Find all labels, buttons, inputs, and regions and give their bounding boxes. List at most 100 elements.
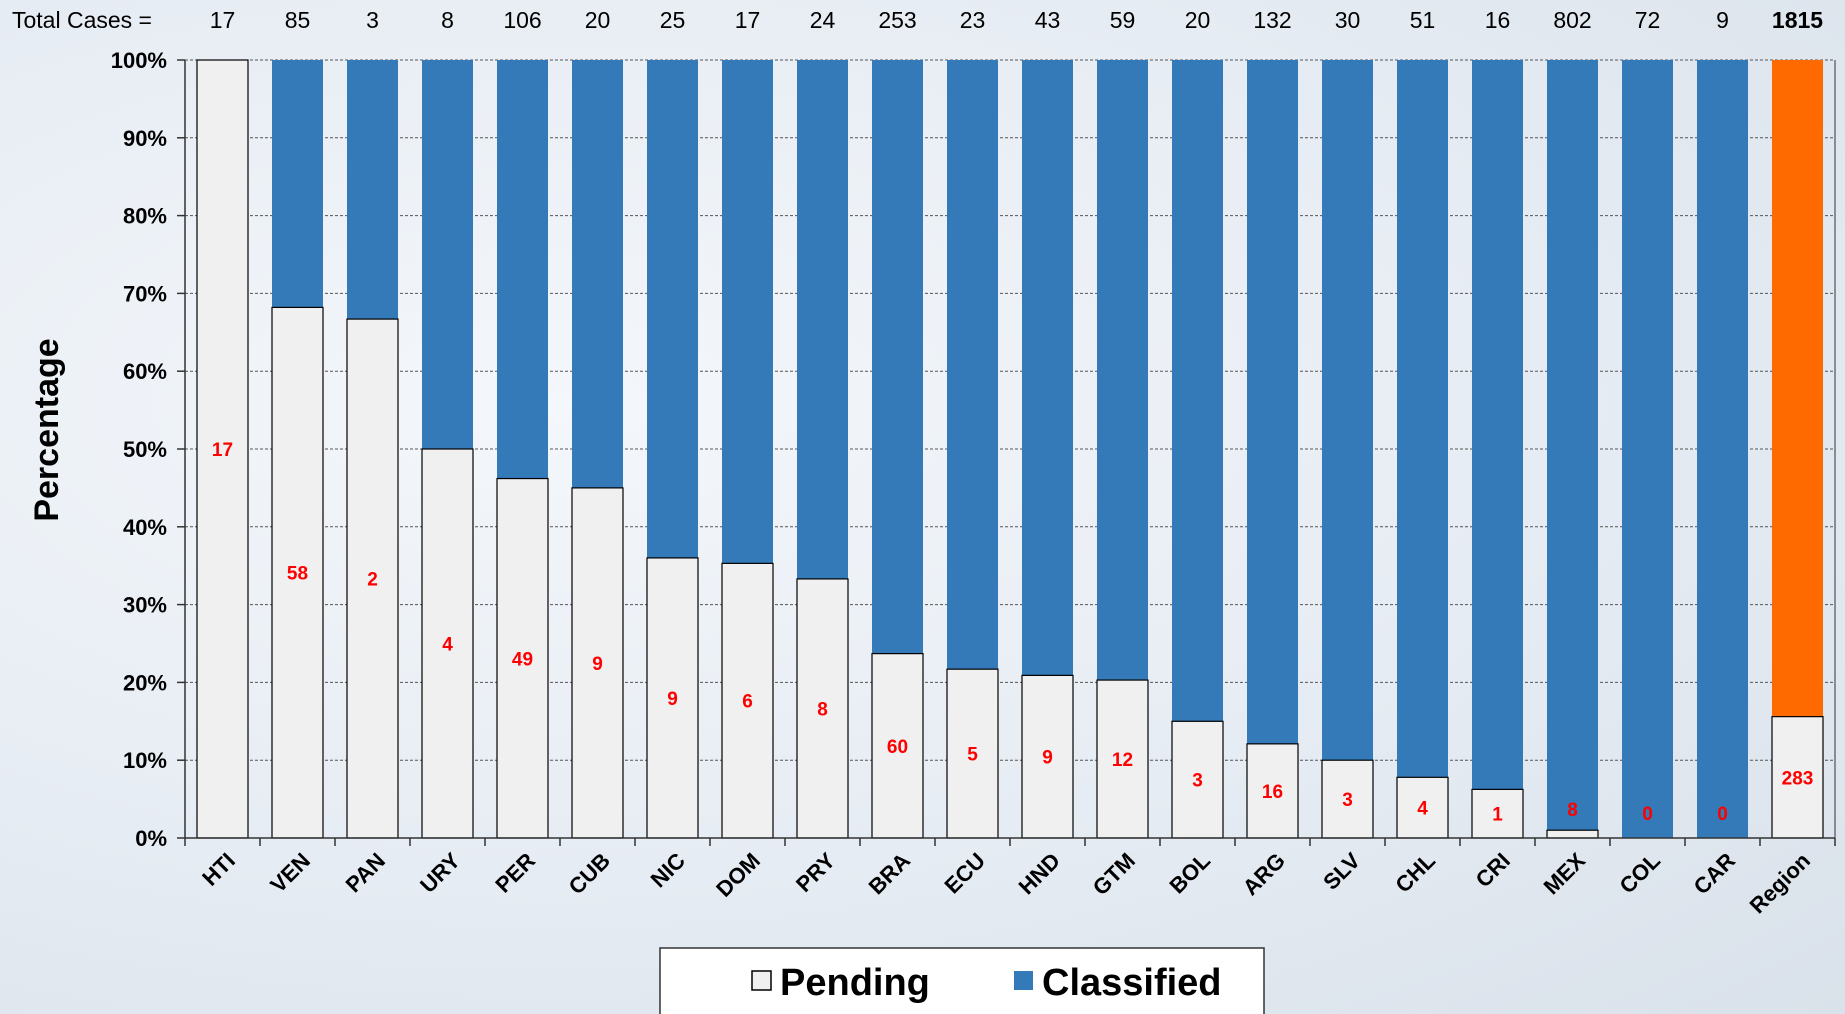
data-label-region: 283 — [1782, 768, 1814, 789]
bar-pending-per — [496, 477, 549, 839]
y-tick-label: 0% — [135, 826, 167, 851]
total-ury: 8 — [441, 7, 454, 33]
bar-pending-mex — [1546, 829, 1599, 839]
x-tick-label-hnd: HND — [1014, 848, 1065, 899]
data-label-arg: 16 — [1262, 782, 1283, 803]
data-label-pan: 2 — [367, 570, 378, 591]
legend-swatch-pending — [751, 970, 772, 991]
x-tick-label-region: Region — [1745, 848, 1815, 918]
total-cub: 20 — [585, 7, 611, 33]
bar-classified-per — [497, 60, 548, 479]
y-tick-label: 50% — [123, 437, 167, 462]
total-bra: 253 — [878, 7, 916, 33]
y-tick-labels: 0% 10% 20% 30% 40% 50% 60% 70% 80% 90% 100% — [111, 48, 167, 851]
bar-classified-region — [1772, 60, 1823, 717]
total-per: 106 — [503, 7, 541, 33]
x-tick-label-gtm: GTM — [1088, 848, 1140, 900]
data-label-bra: 60 — [887, 737, 908, 758]
y-tick-label: 70% — [123, 281, 167, 306]
total-dom: 17 — [735, 7, 761, 33]
total-ven: 85 — [285, 7, 311, 33]
y-tick-label: 60% — [123, 359, 167, 384]
bar-classified-pry — [797, 60, 848, 579]
total-pan: 3 — [366, 7, 379, 33]
totals-label: Total Cases = — [12, 7, 152, 33]
y-tick-label: 40% — [123, 515, 167, 540]
data-label-chl: 4 — [1417, 799, 1428, 820]
bar-classified-car — [1697, 60, 1748, 838]
data-label-ury: 4 — [442, 635, 453, 656]
legend-label-classified: Classified — [1042, 962, 1222, 1004]
data-label-ven: 58 — [287, 564, 308, 585]
bar-pending-ecu — [946, 668, 999, 839]
bar-classified-bra — [872, 60, 923, 654]
bar-classified-pan — [347, 60, 398, 320]
y-tick-label: 10% — [123, 748, 167, 773]
x-tick-label-col: COL — [1615, 848, 1666, 899]
bar-classified-ury — [422, 60, 473, 449]
bar-pending-pry — [796, 578, 849, 839]
y-axis-label: Percentage — [28, 338, 66, 521]
legend-label-pending: Pending — [780, 962, 930, 1004]
data-label-cub: 9 — [592, 654, 603, 675]
x-tick-label-hti: HTI — [197, 848, 240, 891]
total-slv: 30 — [1335, 7, 1361, 33]
data-label-hti: 17 — [212, 440, 233, 461]
data-labels: 17 58 2 4 49 9 9 6 8 60 5 9 12 3 16 3 4 1 8 0 0 283 — [212, 440, 1813, 826]
total-pry: 24 — [810, 7, 836, 33]
x-tick-label-car: CAR — [1689, 848, 1740, 899]
bar-pending-dom — [721, 562, 774, 839]
bar-pending-hnd — [1021, 674, 1074, 839]
x-tick-labels: HTI VEN PAN URY PER CUB NIC DOM PRY BRA ECU HND GTM B… — [197, 848, 1815, 919]
legend-swatch-classified — [1014, 971, 1033, 990]
data-label-pry: 8 — [817, 699, 828, 720]
bar-classified-mex — [1547, 60, 1598, 831]
total-region: 1815 — [1772, 7, 1823, 33]
total-chl: 51 — [1410, 7, 1436, 33]
data-label-cri: 1 — [1492, 805, 1503, 826]
x-tick-label-pan: PAN — [341, 848, 390, 897]
x-tick-label-nic: NIC — [646, 848, 691, 893]
totals-row: Total Cases = 17 85 3 8 106 20 25 17 24 253 23 43 59… — [12, 7, 1823, 33]
total-mex: 802 — [1553, 7, 1591, 33]
bar-classified-bol — [1172, 60, 1223, 722]
bar-classified-col — [1622, 60, 1673, 838]
total-hnd: 43 — [1035, 7, 1061, 33]
total-hti: 17 — [210, 7, 236, 33]
x-tick-label-slv: SLV — [1318, 848, 1365, 895]
x-tick-label-arg: ARG — [1238, 848, 1290, 900]
bar-classified-slv — [1322, 60, 1373, 761]
total-cri: 16 — [1485, 7, 1511, 33]
x-tick-label-dom: DOM — [711, 848, 765, 902]
data-label-slv: 3 — [1342, 790, 1353, 811]
bar-classified-arg — [1247, 60, 1298, 744]
bar-pending-nic — [646, 557, 699, 839]
total-nic: 25 — [660, 7, 686, 33]
bar-classified-nic — [647, 60, 698, 558]
x-tick-label-per: PER — [490, 848, 540, 898]
data-label-mex: 8 — [1567, 800, 1578, 821]
bar-classified-cri — [1472, 60, 1523, 790]
bar-pending-hti — [196, 59, 249, 839]
y-tick-label: 20% — [123, 670, 167, 695]
y-tick-label: 100% — [111, 48, 167, 73]
data-label-col: 0 — [1642, 804, 1653, 825]
total-ecu: 23 — [960, 7, 986, 33]
legend: Pending Classified — [659, 947, 1265, 1014]
y-tick-label: 80% — [123, 204, 167, 229]
x-tick-label-ven: VEN — [265, 848, 315, 898]
bar-classified-dom — [722, 60, 773, 564]
data-label-bol: 3 — [1192, 771, 1203, 792]
bar-pending-cub — [571, 487, 624, 839]
x-tick-label-bra: BRA — [864, 848, 915, 899]
x-tick-label-bol: BOL — [1165, 848, 1216, 899]
x-tick-label-chl: CHL — [1390, 848, 1440, 898]
bar-pending-pan — [346, 318, 399, 839]
y-tick-label: 30% — [123, 593, 167, 618]
bar-classified-ecu — [947, 60, 998, 670]
x-tick-label-mex: MEX — [1539, 848, 1591, 900]
x-tick-label-cub: CUB — [564, 848, 615, 899]
total-car: 9 — [1716, 7, 1729, 33]
bar-classified-chl — [1397, 60, 1448, 778]
